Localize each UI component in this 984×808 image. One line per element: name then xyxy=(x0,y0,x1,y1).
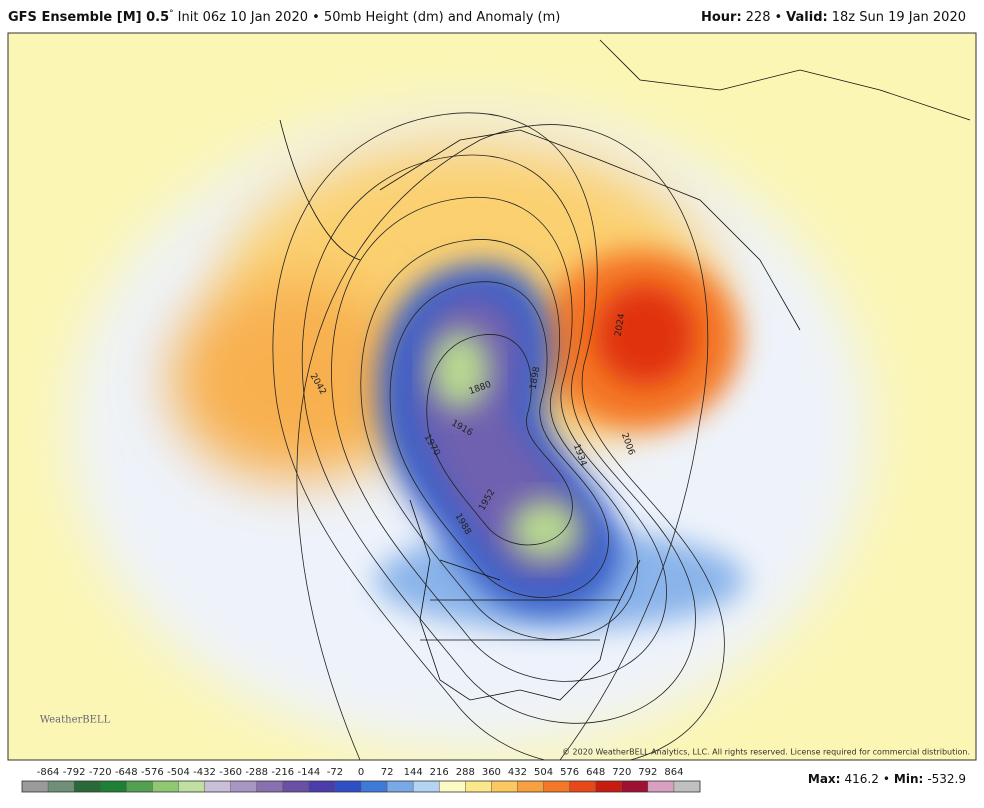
coastline xyxy=(599,39,971,121)
colorbar-segment xyxy=(308,781,336,792)
colorbar-tick-label: 720 xyxy=(612,767,631,778)
stats: Max: 416.2 • Min: -532.9 xyxy=(808,772,966,786)
colorbar-tick-label: -648 xyxy=(115,767,138,778)
colorbar-segment xyxy=(334,781,362,792)
max-label: Max: xyxy=(808,772,841,786)
valid: 18z Sun 19 Jan 2020 xyxy=(832,10,966,25)
colorbar-segment xyxy=(647,781,675,792)
colorbar-segment xyxy=(361,781,388,792)
min: -532.9 xyxy=(927,772,966,786)
colorbar-segment xyxy=(204,781,232,792)
colorbar-segment xyxy=(413,781,440,792)
colorbar-segment xyxy=(543,781,571,792)
coastlines xyxy=(279,39,971,701)
colorbar-tick-label: -288 xyxy=(245,767,268,778)
map: WeatherBELL © 2020 WeatherBELL Analytics… xyxy=(8,33,976,760)
max: 416.2 xyxy=(844,772,878,786)
colorbar-tick-label: 504 xyxy=(534,767,553,778)
colorbar-tick-label: 648 xyxy=(586,767,605,778)
colorbar-tick-label: -792 xyxy=(63,767,86,778)
colorbar-segment xyxy=(256,781,284,792)
contours xyxy=(271,111,726,760)
vortex-center xyxy=(510,500,580,560)
hot-core xyxy=(595,285,695,385)
colorbar-tick-label: -216 xyxy=(271,767,294,778)
colorbar-tick-label: 144 xyxy=(404,767,423,778)
colorbar-tick-label: -576 xyxy=(141,767,164,778)
colorbar-tick-label: -432 xyxy=(193,767,216,778)
colorbar-segment xyxy=(673,781,701,792)
logo: WeatherBELL xyxy=(40,715,111,726)
vortex-center xyxy=(430,330,490,410)
separator: • xyxy=(774,10,782,25)
copyright: © 2020 WeatherBELL Analytics, LLC. All r… xyxy=(562,748,970,757)
header-left: GFS Ensemble [M] 0.5° Init 06z 10 Jan 202… xyxy=(8,9,560,25)
colorbar-tick-label: -864 xyxy=(37,767,60,778)
colorbar-segment xyxy=(595,781,623,792)
colorbar-tick-label: 792 xyxy=(638,767,657,778)
colorbar-segment xyxy=(517,781,545,792)
colorbar-tick-label: 72 xyxy=(381,767,394,778)
header-right: Hour: 228 • Valid: 18z Sun 19 Jan 2020 xyxy=(701,10,966,25)
description: Init 06z 10 Jan 2020 • 50mb Height (dm) … xyxy=(178,10,561,25)
model: GFS Ensemble [M] 0.5 xyxy=(8,10,169,25)
warm-area-west xyxy=(170,280,410,480)
colorbar-tick-label: 288 xyxy=(456,767,475,778)
separator: • xyxy=(883,772,890,786)
coastline xyxy=(279,119,801,331)
colorbar-segment xyxy=(491,781,518,792)
colorbar-segment xyxy=(465,781,492,792)
degree: ° xyxy=(169,9,174,19)
colorbar-segment xyxy=(74,781,101,792)
contour-label: 2024 xyxy=(614,313,628,338)
map-frame xyxy=(7,32,977,761)
colorbar: -864 -792 -720 -648 -576 -504 -432 -360 -288 -216… xyxy=(21,767,701,793)
colorbar-segment xyxy=(569,781,597,792)
colorbar-segment xyxy=(126,781,153,792)
colorbar-segment xyxy=(621,781,649,792)
hour: 228 xyxy=(746,10,771,25)
colorbar-segment xyxy=(152,781,179,792)
colorbar-tick-label: -72 xyxy=(327,767,343,778)
colorbar-segment xyxy=(282,781,310,792)
colorbar-tick-label: -144 xyxy=(297,767,320,778)
colorbar-segment xyxy=(387,781,414,792)
colorbar-segment xyxy=(178,781,206,792)
colorbar-tick-label: -720 xyxy=(89,767,112,778)
coastline xyxy=(409,499,641,701)
hour-label: Hour: xyxy=(701,10,742,25)
colorbar-segment xyxy=(100,781,127,792)
border xyxy=(420,559,620,641)
colorbar-segment xyxy=(22,781,49,792)
colorbar-segment xyxy=(230,781,258,792)
contour-label: 1898 xyxy=(529,366,543,391)
valid-label: Valid: xyxy=(786,10,828,25)
colorbar-tick-label: 432 xyxy=(508,767,527,778)
colorbar-tick-label: -504 xyxy=(167,767,190,778)
colorbar-tick-label: 0 xyxy=(358,767,364,778)
colorbar-tick-label: 360 xyxy=(482,767,501,778)
contour xyxy=(296,124,709,760)
colorbar-tick-label: 576 xyxy=(560,767,579,778)
colorbar-tick-label: 216 xyxy=(430,767,449,778)
colorbar-tick-label: -360 xyxy=(219,767,242,778)
contour xyxy=(427,334,573,544)
colorbar-tick-label: 864 xyxy=(664,767,683,778)
colorbar-segment xyxy=(48,781,75,792)
colorbar-segment xyxy=(439,781,466,792)
min-label: Min: xyxy=(894,772,923,786)
